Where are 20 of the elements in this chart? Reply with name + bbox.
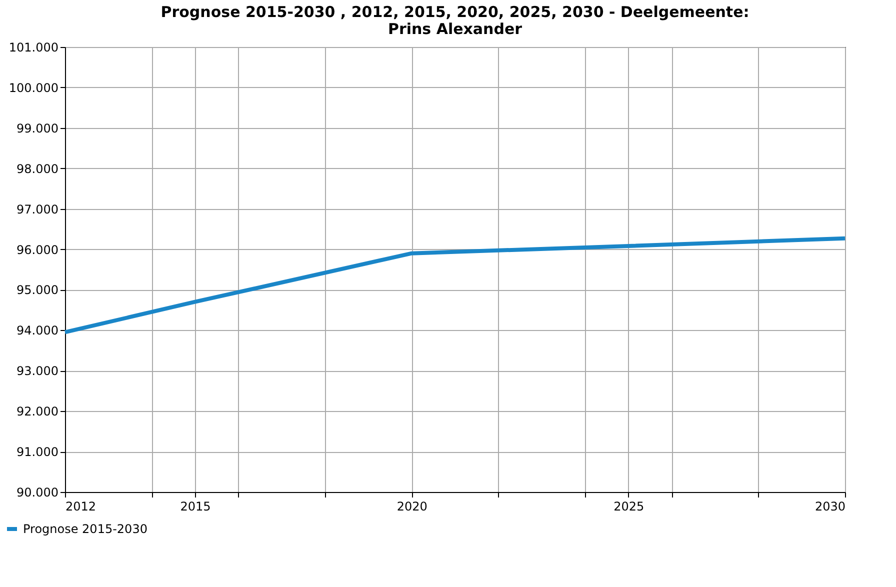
line-series — [63, 236, 847, 334]
chart-title: Prognose 2015-2030 , 2012, 2015, 2020, 2025, 2030 - Deelgemeente: Prins Alexander — [160, 3, 750, 38]
y-tick-label: 96.000 — [16, 242, 58, 257]
y-tick-label: 90.000 — [16, 486, 58, 500]
y-tick-label: 98.000 — [16, 162, 58, 176]
x-tick-label: 2025 — [614, 500, 644, 514]
x-tick-label: 2020 — [396, 500, 428, 514]
x-tick-label: 2015 — [180, 500, 211, 514]
x-tick-label: 2030 — [814, 500, 846, 514]
y-tick-label: 91.000 — [16, 445, 58, 460]
y-tick-label: 99.000 — [16, 121, 58, 136]
y-tick-label: 101.000 — [8, 40, 58, 54]
y-tick-label: 100.000 — [8, 80, 58, 95]
legend-label: Prognose 2015-2030 — [23, 522, 148, 536]
y-tick-label: 92.000 — [16, 404, 58, 419]
y-tick-label: 95.000 — [16, 283, 58, 298]
y-tick-label: 94.000 — [16, 324, 58, 338]
x-tick-label: 2012 — [66, 500, 96, 514]
y-tick-label: 93.000 — [16, 364, 58, 378]
y-tick-label: 97.000 — [16, 202, 58, 216]
